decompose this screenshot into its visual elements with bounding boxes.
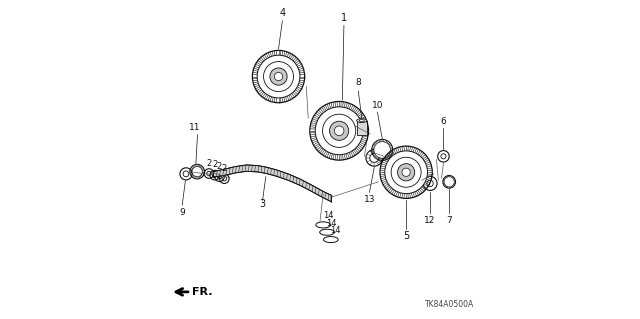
Circle shape [444,177,454,187]
Text: 2: 2 [217,162,222,171]
Text: TK84A0500A: TK84A0500A [426,300,475,309]
Text: 2: 2 [221,164,227,173]
Text: 11: 11 [189,123,200,132]
Ellipse shape [356,119,367,122]
Text: FR.: FR. [193,287,213,297]
Text: 6: 6 [440,117,446,126]
Text: 2: 2 [212,160,218,169]
Circle shape [334,126,344,136]
Circle shape [330,121,349,140]
Text: 14: 14 [326,219,337,228]
Text: 1: 1 [341,12,347,23]
Text: 8: 8 [355,78,361,87]
Text: 14: 14 [323,211,333,220]
Text: 14: 14 [330,226,341,235]
Circle shape [275,72,283,81]
Text: 5: 5 [403,231,409,241]
Circle shape [270,68,287,85]
Ellipse shape [359,120,364,122]
Text: 9: 9 [179,208,185,217]
Circle shape [257,55,300,98]
Polygon shape [213,165,331,202]
Circle shape [385,151,428,194]
Text: 7: 7 [446,216,452,225]
Circle shape [193,168,201,175]
Text: 3: 3 [259,199,266,209]
Text: 2: 2 [206,159,212,168]
Polygon shape [356,121,367,135]
Text: 4: 4 [279,8,285,18]
Circle shape [397,164,415,181]
Circle shape [374,142,390,158]
Text: 10: 10 [372,101,383,110]
Text: 13: 13 [364,195,375,204]
Circle shape [192,167,202,177]
Text: 12: 12 [424,216,436,225]
Circle shape [316,107,363,155]
Circle shape [402,168,410,176]
